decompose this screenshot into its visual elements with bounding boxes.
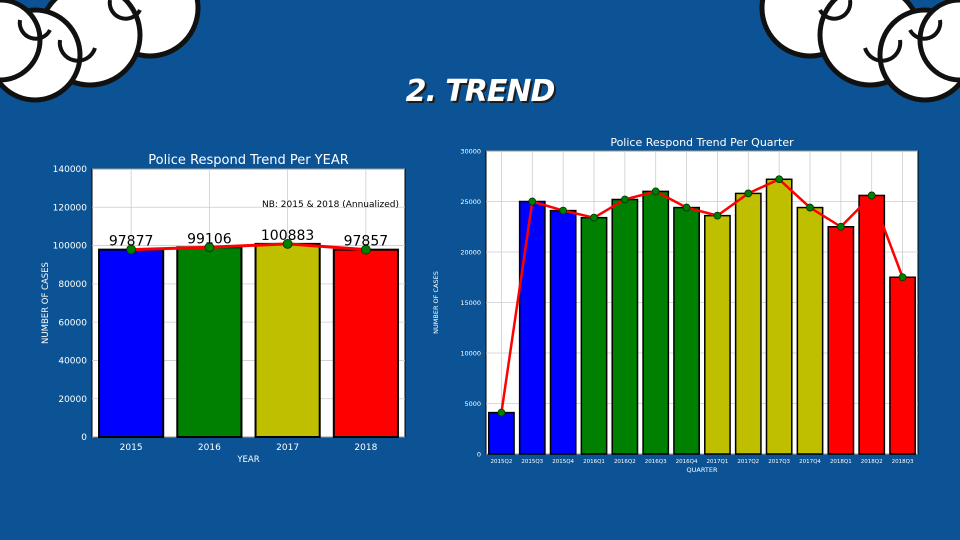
y-tick-label: 100000 — [53, 242, 88, 252]
marker-point — [651, 187, 660, 196]
marker-point — [682, 203, 691, 212]
data-label: 100883 — [261, 228, 314, 244]
marker-point — [867, 191, 876, 200]
trend-line — [500, 178, 904, 413]
y-tick-label: 0 — [81, 433, 87, 443]
bar-2017Q4 — [796, 206, 824, 455]
chart-annotation: NB: 2015 & 2018 (Annualized) — [262, 200, 399, 210]
y-tick-label: 120000 — [53, 203, 88, 213]
bar-2017Q3 — [765, 178, 793, 455]
chart-title: Police Respond Trend Per YEAR — [148, 153, 349, 168]
x-tick-label: 2018 — [354, 443, 377, 453]
data-label: 97857 — [344, 234, 389, 250]
x-tick-label: 2016Q1 — [583, 459, 605, 465]
y-tick-label: 20000 — [460, 248, 481, 256]
bar-2018Q3 — [889, 276, 916, 455]
x-tick-label: 2018Q1 — [830, 459, 852, 465]
x-tick-label: 2015Q2 — [491, 459, 513, 465]
marker-point — [360, 244, 371, 255]
marker-point — [744, 189, 753, 198]
y-tick-label: 0 — [477, 450, 481, 458]
x-tick-label: 2016 — [198, 443, 221, 453]
x-tick-label: 2017Q3 — [768, 459, 790, 465]
marker-point — [528, 197, 537, 206]
y-tick-label: 5000 — [464, 400, 481, 408]
y-tick-label: 40000 — [58, 357, 87, 367]
x-tick-label: 2018Q2 — [861, 459, 883, 465]
bar-2016 — [176, 246, 243, 438]
x-tick-label: 2017 — [276, 443, 299, 453]
bar-2016Q4 — [673, 206, 700, 455]
y-tick-label: 140000 — [53, 165, 88, 175]
y-axis-label: NUMBER OF CASES — [41, 262, 51, 344]
x-tick-label: 2017Q4 — [799, 459, 821, 465]
cloud-decoration-right — [759, 0, 960, 103]
cloud-decoration-left — [0, 0, 201, 103]
bar-2018 — [332, 248, 399, 438]
marker-point — [713, 211, 722, 220]
y-tick-label: 15000 — [460, 299, 481, 307]
y-tick-label: 30000 — [460, 147, 481, 155]
x-tick-label: 2015 — [120, 443, 143, 453]
x-tick-label: 2016Q3 — [645, 459, 667, 465]
trend-line — [131, 242, 366, 252]
x-tick-label: 2017Q1 — [707, 459, 729, 465]
bar-2018Q1 — [827, 226, 855, 455]
marker-point — [497, 408, 506, 417]
data-label: 97877 — [109, 234, 154, 250]
bar-2017 — [254, 242, 321, 438]
x-axis-label: QUARTER — [687, 466, 718, 474]
marker-point — [126, 244, 137, 255]
x-tick-label: 2016Q2 — [614, 459, 636, 465]
chart-title: Police Respond Trend Per Quarter — [610, 136, 794, 149]
marker-point — [559, 206, 568, 215]
bar-2015Q3 — [518, 200, 546, 455]
marker-point — [806, 203, 814, 212]
x-tick-label: 2015Q4 — [552, 459, 574, 465]
bar-2017Q1 — [704, 214, 731, 455]
marker-point — [836, 222, 845, 231]
marker-point — [620, 195, 629, 204]
marker-point — [590, 213, 598, 222]
slide-title: 2. TREND — [405, 74, 556, 109]
bar-2015 — [98, 248, 165, 438]
bar-2018Q2 — [858, 194, 886, 455]
bar-2016Q2 — [611, 198, 639, 455]
bar-2015Q4 — [549, 209, 577, 455]
bar-2015Q2 — [488, 411, 515, 455]
marker-point — [898, 273, 907, 282]
x-tick-label: 2018Q3 — [892, 459, 914, 465]
y-axis-label: NUMBER OF CASES — [432, 271, 440, 334]
marker-point — [775, 175, 784, 184]
y-tick-label: 10000 — [460, 349, 481, 357]
x-tick-label: 2015Q3 — [521, 459, 543, 465]
bar-2016Q1 — [580, 216, 608, 455]
marker-point — [204, 242, 215, 253]
bar-2016Q3 — [642, 190, 670, 455]
x-tick-label: 2016Q4 — [676, 459, 698, 465]
data-label: 99106 — [187, 231, 232, 247]
y-tick-label: 20000 — [58, 395, 87, 405]
x-axis-label: YEAR — [236, 455, 259, 465]
y-tick-label: 25000 — [460, 198, 481, 206]
x-tick-label: 2017Q2 — [737, 459, 759, 465]
bar-2017Q2 — [734, 192, 762, 455]
marker-point — [282, 238, 293, 249]
y-tick-label: 60000 — [58, 318, 87, 328]
y-tick-label: 80000 — [58, 280, 87, 290]
